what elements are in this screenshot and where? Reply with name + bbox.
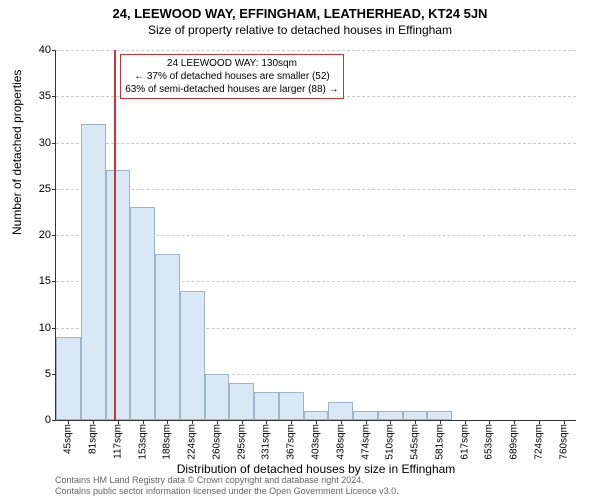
callout-line2: ← 37% of detached houses are smaller (52… (125, 70, 338, 83)
histogram-bar (403, 411, 428, 420)
grid-line (56, 189, 576, 190)
ytick-label: 35 (39, 90, 51, 102)
histogram-bar (254, 392, 279, 420)
ytick-label: 25 (39, 183, 51, 195)
xtick-label: 724sqm (533, 424, 544, 460)
xtick-label: 689sqm (509, 424, 520, 460)
chart-plot-area: Distribution of detached houses by size … (55, 50, 576, 421)
ytick-mark (52, 189, 56, 190)
xtick-label: 81sqm (88, 424, 99, 454)
footer-attribution: Contains HM Land Registry data © Crown c… (55, 475, 399, 497)
y-axis-label: Number of detached properties (10, 70, 24, 235)
histogram-bar (130, 207, 155, 420)
xtick-label: 653sqm (484, 424, 495, 460)
ytick-label: 5 (45, 368, 51, 380)
chart-subtitle: Size of property relative to detached ho… (0, 21, 600, 37)
histogram-bar (378, 411, 403, 420)
histogram-bar (180, 291, 205, 421)
grid-line (56, 143, 576, 144)
histogram-bar (106, 170, 131, 420)
ytick-mark (52, 328, 56, 329)
xtick-label: 545sqm (410, 424, 421, 460)
ytick-label: 40 (39, 44, 51, 56)
ytick-mark (52, 420, 56, 421)
footer-line1: Contains HM Land Registry data © Crown c… (55, 475, 399, 486)
xtick-label: 474sqm (360, 424, 371, 460)
reference-line (114, 50, 116, 420)
ytick-label: 20 (39, 229, 51, 241)
ytick-label: 10 (39, 322, 51, 334)
footer-line2: Contains public sector information licen… (55, 486, 399, 497)
histogram-bar (328, 402, 353, 421)
xtick-label: 617sqm (459, 424, 470, 460)
xtick-label: 260sqm (211, 424, 222, 460)
ytick-mark (52, 96, 56, 97)
ytick-mark (52, 143, 56, 144)
ytick-label: 15 (39, 275, 51, 287)
xtick-label: 117sqm (112, 424, 123, 459)
histogram-bar (229, 383, 254, 420)
xtick-label: 188sqm (162, 424, 173, 460)
xtick-label: 153sqm (137, 424, 148, 460)
x-axis-label: Distribution of detached houses by size … (56, 462, 576, 476)
ytick-mark (52, 235, 56, 236)
xtick-label: 45sqm (63, 424, 74, 454)
grid-line (56, 50, 576, 51)
ytick-label: 0 (45, 414, 51, 426)
callout-line3: 63% of semi-detached houses are larger (… (125, 83, 338, 96)
histogram-bar (279, 392, 304, 420)
callout-line1: 24 LEEWOOD WAY: 130sqm (125, 57, 338, 70)
histogram-bar (304, 411, 329, 420)
xtick-label: 438sqm (335, 424, 346, 460)
xtick-label: 367sqm (286, 424, 297, 460)
xtick-label: 760sqm (558, 424, 569, 460)
callout-box: 24 LEEWOOD WAY: 130sqm← 37% of detached … (120, 54, 343, 99)
histogram-bar (353, 411, 378, 420)
ytick-label: 30 (39, 137, 51, 149)
xtick-label: 331sqm (261, 424, 272, 460)
xtick-label: 510sqm (385, 424, 396, 460)
chart-title: 24, LEEWOOD WAY, EFFINGHAM, LEATHERHEAD,… (0, 0, 600, 21)
xtick-label: 295sqm (236, 424, 247, 460)
ytick-mark (52, 281, 56, 282)
ytick-mark (52, 50, 56, 51)
histogram-bar (205, 374, 230, 420)
histogram-bar (56, 337, 81, 420)
xtick-label: 224sqm (187, 424, 198, 460)
histogram-bar (427, 411, 452, 420)
xtick-label: 581sqm (434, 424, 445, 460)
histogram-bar (155, 254, 180, 421)
xtick-label: 403sqm (311, 424, 322, 460)
histogram-bar (81, 124, 106, 420)
